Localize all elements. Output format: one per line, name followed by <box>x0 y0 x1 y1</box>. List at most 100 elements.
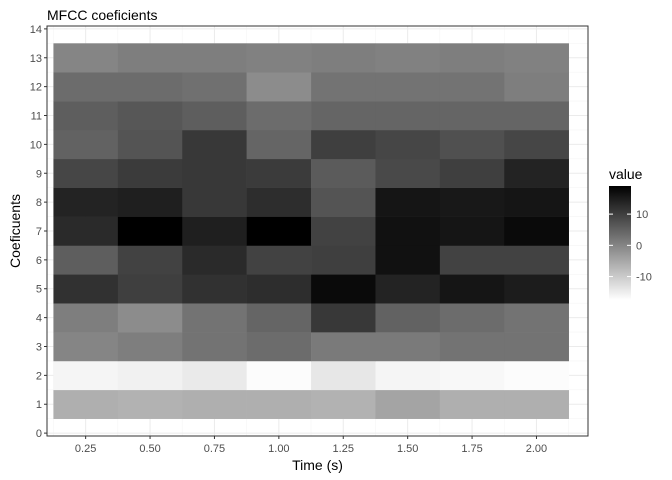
heatmap-tile <box>439 187 505 217</box>
heatmap-tile <box>311 43 376 73</box>
legend-tick-label: 10 <box>636 209 648 221</box>
heatmap-tile <box>182 332 247 362</box>
heatmap-tile <box>117 72 183 102</box>
heatmap-tile <box>439 158 505 188</box>
heatmap-tile <box>504 303 569 333</box>
y-tick-label: 2 <box>36 370 42 382</box>
heatmap-tile <box>53 216 119 246</box>
x-tick-label: 0.25 <box>75 443 96 455</box>
heatmap-tile <box>504 129 569 160</box>
y-tick-label: 6 <box>36 255 42 267</box>
heatmap-tile <box>311 129 376 160</box>
heatmap-tile <box>439 43 505 73</box>
heatmap-tile <box>117 360 183 391</box>
heatmap-tile <box>53 389 119 419</box>
x-tick-label: 1.50 <box>397 443 418 455</box>
heatmap-tile <box>53 187 119 217</box>
y-axis-title: Coeficuents <box>7 194 23 268</box>
legend: value 10 0 -10 <box>609 166 652 300</box>
heatmap-tile <box>439 360 505 391</box>
heatmap-tile <box>182 129 247 160</box>
chart-title: MFCC coeficients <box>47 7 157 23</box>
x-tick-label: 1.75 <box>461 443 482 455</box>
heatmap-tile <box>117 129 183 160</box>
heatmap-tile <box>375 187 441 217</box>
heatmap-tile <box>504 389 569 419</box>
heatmap-tile <box>504 360 569 391</box>
x-tick-label: 0.75 <box>204 443 225 455</box>
x-tick-label: 1.00 <box>268 443 289 455</box>
heatmap-tile <box>504 72 569 102</box>
heatmap-tile <box>504 332 569 362</box>
y-tick-label: 3 <box>36 341 42 353</box>
x-tick-label: 1.25 <box>333 443 354 455</box>
y-tick-label: 4 <box>36 313 42 325</box>
heatmap-tile <box>311 360 376 391</box>
y-tick-label: 14 <box>30 24 42 36</box>
heatmap-tile <box>375 72 441 102</box>
heatmap-tile <box>182 274 247 304</box>
heatmap-tile <box>375 129 441 160</box>
heatmap-tile <box>439 216 505 246</box>
heatmap-tile <box>246 101 312 131</box>
legend-title: value <box>609 166 643 182</box>
heatmap-tile <box>246 187 312 217</box>
heatmap-tile <box>375 274 441 304</box>
x-axis-title: Time (s) <box>292 457 343 473</box>
heatmap-tile <box>375 303 441 333</box>
heatmap-tile <box>504 158 569 188</box>
heatmap-tile <box>439 332 505 362</box>
heatmap-tile <box>246 303 312 333</box>
heatmap-tile <box>311 158 376 188</box>
y-tick-label: 10 <box>30 139 42 151</box>
heatmap-tile <box>246 72 312 102</box>
heatmap-tile <box>182 72 247 102</box>
y-tick-label: 0 <box>36 428 42 440</box>
heatmap-tile <box>439 245 505 275</box>
heatmap-tile <box>117 389 183 419</box>
heatmap-tile <box>117 274 183 304</box>
heatmap-tile <box>182 216 247 246</box>
legend-tick-label: 0 <box>636 240 642 252</box>
heatmap-tiles <box>53 43 569 419</box>
y-tick-label: 11 <box>31 111 42 123</box>
heatmap-tile <box>311 332 376 362</box>
heatmap-tile <box>375 43 441 73</box>
heatmap-tile <box>53 245 119 275</box>
heatmap-tile <box>311 245 376 275</box>
heatmap-tile <box>246 360 312 391</box>
heatmap-tile <box>117 43 183 73</box>
heatmap-tile <box>311 274 376 304</box>
heatmap-tile <box>311 101 376 131</box>
heatmap-tile <box>311 216 376 246</box>
legend-colorbar <box>609 186 631 300</box>
heatmap-tile <box>246 389 312 419</box>
heatmap-tile <box>504 43 569 73</box>
heatmap-tile <box>375 389 441 419</box>
x-tick-label: 0.50 <box>139 443 160 455</box>
heatmap-tile <box>53 158 119 188</box>
heatmap-tile <box>439 389 505 419</box>
y-tick-label: 8 <box>36 197 42 209</box>
heatmap-tile <box>182 101 247 131</box>
legend-tick-label: -10 <box>636 272 652 284</box>
heatmap-tile <box>375 245 441 275</box>
heatmap-tile <box>53 303 119 333</box>
heatmap-tile <box>53 274 119 304</box>
y-tick-label: 1 <box>36 399 42 411</box>
heatmap-tile <box>311 303 376 333</box>
heatmap-tile <box>375 360 441 391</box>
heatmap-tile <box>375 332 441 362</box>
heatmap-tile <box>246 158 312 188</box>
heatmap-tile <box>53 101 119 131</box>
heatmap-tile <box>117 332 183 362</box>
heatmap-tile <box>439 72 505 102</box>
heatmap-tile <box>182 158 247 188</box>
heatmap-tile <box>182 43 247 73</box>
heatmap-tile <box>246 216 312 246</box>
heatmap-tile <box>117 101 183 131</box>
heatmap-tile <box>117 216 183 246</box>
heatmap-tile <box>182 389 247 419</box>
